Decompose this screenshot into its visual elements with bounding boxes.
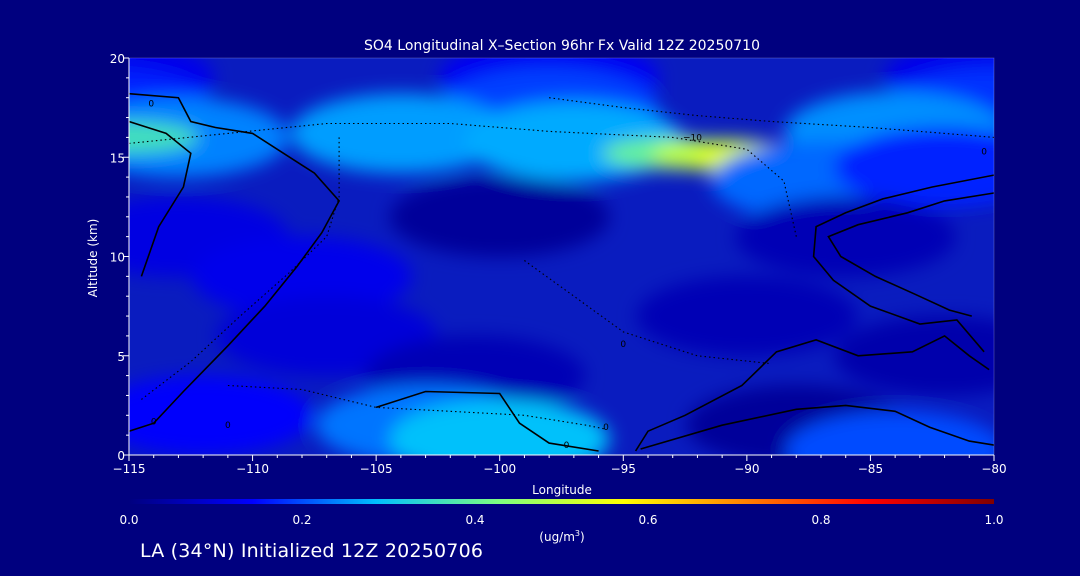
chart-title: SO4 Longitudinal X–Section 96hr Fx Valid… [364, 38, 760, 54]
contour-dotted [549, 97, 994, 138]
field-cell [389, 176, 610, 257]
contour-labels: 0 −10 0 0 0 0 0 0 [148, 100, 987, 451]
field-cell [192, 236, 412, 317]
field-cell [129, 97, 289, 178]
x-tick-label: −95 [611, 462, 636, 476]
x-tick-label: −105 [360, 462, 393, 476]
contour-label: 0 [225, 421, 231, 431]
concentration-field [129, 58, 994, 455]
footer-caption: LA (34°N) Initialized 12Z 20250706 [140, 540, 484, 562]
field-cell [636, 276, 857, 357]
colorbar-tick-label: 1.0 [984, 513, 1003, 527]
contour-dotted [129, 122, 797, 237]
contour-solid [129, 120, 192, 277]
contour-label: 0 [981, 147, 987, 157]
contour-label: 0 [564, 441, 570, 451]
units-superscript: 3 [575, 529, 580, 538]
x-tick-label: −85 [858, 462, 883, 476]
y-tick-label: 20 [110, 52, 125, 66]
x-tick-label: −100 [483, 462, 516, 476]
y-axis-label: Altitude (km) [86, 219, 100, 298]
colorbar-ticks: 0.0 0.2 0.4 0.6 0.8 1.0 [119, 513, 1003, 527]
field-cell [389, 399, 610, 455]
colorbar-tick-label: 0.0 [119, 513, 138, 527]
contour-solid [640, 404, 994, 450]
x-tick-label: −110 [236, 462, 269, 476]
contour-dotted [141, 137, 340, 400]
y-tick-label: 10 [110, 251, 125, 265]
colorbar-tick-label: 0.6 [638, 513, 657, 527]
contour-solid [634, 334, 990, 452]
contour-solid [827, 192, 994, 317]
x-tick-label: −115 [113, 462, 146, 476]
contour-dotted [524, 260, 772, 365]
contour-label: 0 [603, 423, 609, 433]
contour-solid [129, 92, 341, 432]
field-cell [834, 127, 994, 208]
x-tick-label: −90 [734, 462, 759, 476]
y-tick-label: 15 [110, 151, 125, 165]
plot-area: 0 −10 0 0 0 0 0 0 [128, 57, 995, 456]
y-tick-label: 0 [117, 449, 125, 463]
colorbar: 0.0 0.2 0.4 0.6 0.8 1.0 (ug/m3) [119, 499, 1004, 544]
contour-label: −10 [683, 133, 702, 143]
contour-label: 0 [620, 340, 626, 350]
field-cell [129, 375, 314, 455]
colorbar-units: (ug/m3) [539, 529, 584, 544]
colorbar-ramp [129, 499, 994, 504]
x-axis-label: Longitude [532, 483, 592, 497]
contour-lines [129, 92, 994, 452]
y-tick-label: 5 [117, 350, 125, 364]
colorbar-tick-label: 0.8 [811, 513, 830, 527]
field-cell [290, 93, 511, 174]
contour-solid [812, 174, 994, 353]
field-cell [735, 196, 956, 277]
x-tick-label: −80 [981, 462, 1006, 476]
field-cell [785, 411, 994, 455]
contour-label: 0 [148, 100, 154, 110]
contour-label: 0 [151, 417, 157, 427]
contour-solid [375, 390, 599, 452]
colorbar-tick-label: 0.2 [292, 513, 311, 527]
x-axis: −115 −110 −105 −100 −95 −90 −85 −80 [113, 454, 1007, 476]
y-axis: 0 5 10 15 20 [110, 52, 130, 463]
field-cell [834, 315, 994, 396]
colorbar-tick-label: 0.4 [465, 513, 484, 527]
